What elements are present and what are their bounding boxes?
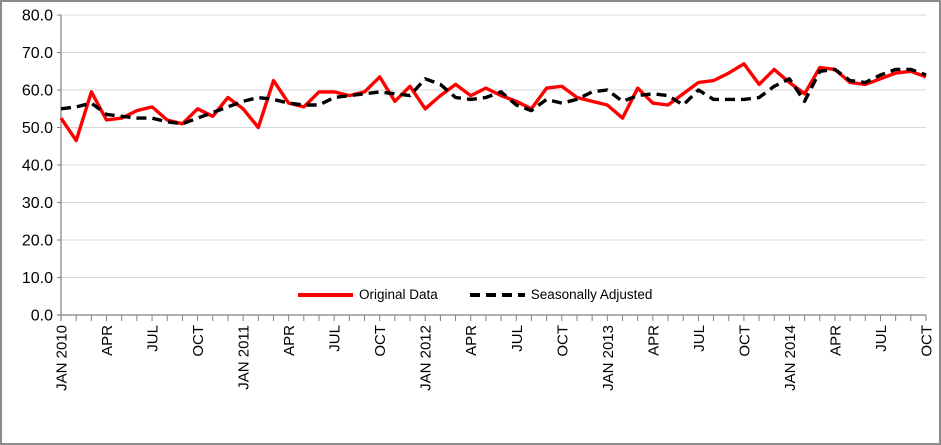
svg-text:JAN 2010: JAN 2010 (54, 325, 71, 391)
svg-text:JAN 2011: JAN 2011 (236, 325, 253, 390)
legend-label-seasonally-adjusted: Seasonally Adjusted (530, 287, 653, 302)
svg-text:JAN 2012: JAN 2012 (418, 325, 435, 391)
svg-text:JUL: JUL (691, 325, 708, 352)
svg-text:APR: APR (463, 325, 480, 356)
svg-text:OCT: OCT (554, 325, 571, 357)
svg-text:80.0: 80.0 (22, 8, 53, 25)
y-axis-labels: 0.0 10.0 20.0 30.0 40.0 50.0 60.0 70.0 80.0 (22, 8, 53, 325)
svg-text:OCT: OCT (190, 325, 207, 357)
legend-item-seasonally-adjusted: Seasonally Adjusted (469, 287, 653, 302)
legend: Original Data Seasonally Adjusted (298, 287, 652, 302)
svg-text:0.0: 0.0 (31, 308, 53, 325)
x-axis-labels: JAN 2010 APR JUL OCT JAN 2011 APR JUL OCT JAN 20… (54, 325, 936, 391)
svg-text:APR: APR (827, 325, 844, 356)
legend-swatch-seasonally-adjusted (469, 292, 525, 297)
svg-text:10.0: 10.0 (22, 270, 53, 287)
svg-text:JAN 2014: JAN 2014 (782, 325, 799, 391)
svg-text:JUL: JUL (509, 325, 526, 352)
svg-text:50.0: 50.0 (22, 120, 53, 137)
axes (57, 15, 926, 321)
svg-text:20.0: 20.0 (22, 233, 53, 250)
legend-item-original-data: Original Data (298, 287, 438, 302)
svg-text:JAN 2013: JAN 2013 (600, 325, 617, 391)
svg-text:40.0: 40.0 (22, 158, 53, 175)
svg-text:JUL: JUL (145, 325, 162, 352)
svg-text:APR: APR (645, 325, 662, 356)
svg-text:APR: APR (281, 325, 298, 356)
svg-text:OCT: OCT (372, 325, 389, 357)
svg-text:JUL: JUL (873, 325, 890, 352)
svg-text:APR: APR (99, 325, 116, 356)
svg-text:60.0: 60.0 (22, 83, 53, 100)
y-gridlines (61, 14, 926, 278)
svg-text:JUL: JUL (327, 325, 344, 352)
series-original-data (59, 62, 927, 143)
svg-text:OCT: OCT (736, 325, 753, 357)
tick-marks (57, 14, 927, 321)
legend-label-original-data: Original Data (359, 287, 438, 302)
series-seasonally-adjusted (60, 67, 927, 126)
legend-swatch-original-data (298, 292, 353, 297)
svg-text:30.0: 30.0 (22, 195, 53, 212)
svg-text:70.0: 70.0 (22, 45, 53, 62)
svg-text:OCT: OCT (919, 325, 936, 357)
